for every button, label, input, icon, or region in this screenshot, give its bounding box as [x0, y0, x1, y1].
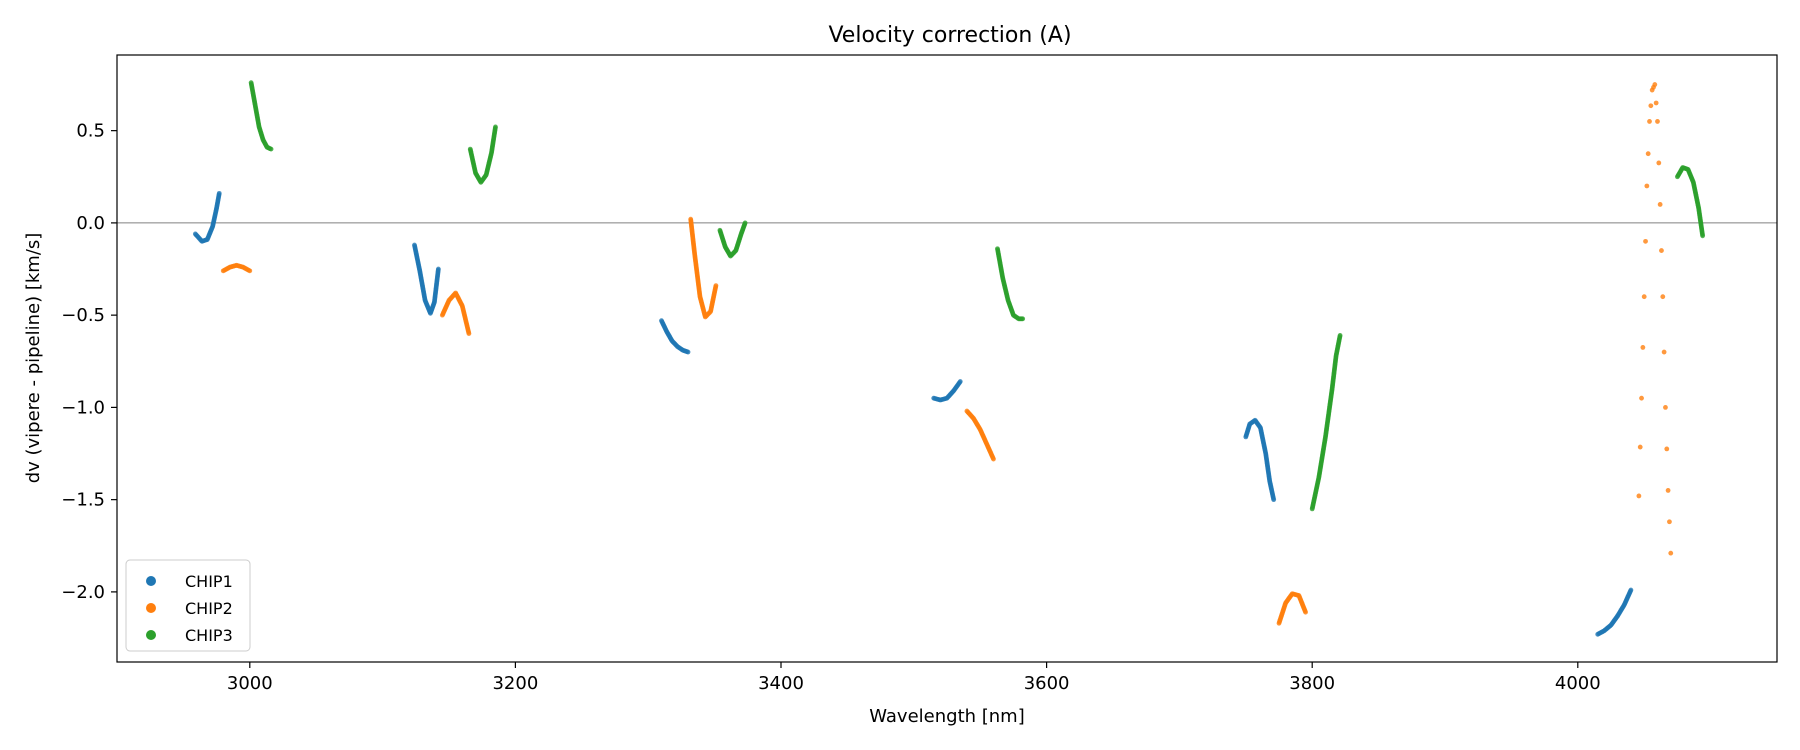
data-points	[192, 80, 1706, 637]
chip1-point	[685, 349, 691, 355]
y-tick-label: 0.0	[76, 213, 105, 234]
chip2-legend-label: CHIP2	[185, 599, 233, 618]
chip3-point	[1700, 233, 1706, 239]
chip2-point	[1663, 404, 1668, 410]
plot-frame	[116, 54, 1778, 663]
chip2-point	[1652, 82, 1658, 87]
y-tick-label: 0.5	[76, 121, 105, 142]
chip2-point	[1655, 119, 1660, 124]
y-tick-label: −0.5	[61, 305, 105, 326]
x-tick-label: 3200	[492, 673, 538, 694]
x-axis-ticks: 3000 3200 3400 3600 3800 4000	[227, 662, 1601, 694]
chip2-point	[1647, 119, 1652, 124]
chip2-point	[1653, 100, 1659, 106]
chip2-point	[1645, 151, 1651, 157]
chip2-point	[1644, 183, 1650, 189]
chip2-point	[1303, 609, 1308, 615]
chip3-point	[493, 124, 498, 130]
chip2-point	[1659, 248, 1664, 253]
chip2-point	[1639, 395, 1644, 401]
chip1-point	[216, 190, 222, 196]
chip2-point	[1660, 294, 1666, 300]
chip3-point	[1337, 333, 1343, 338]
x-tick-label: 3000	[227, 673, 273, 694]
x-tick-label: 3600	[1024, 673, 1070, 694]
y-axis-ticks: 0.5 0.0 −0.5 −1.0 −1.5 −2.0	[61, 121, 117, 603]
plot-area	[116, 54, 1778, 663]
x-tick-label: 3400	[758, 673, 804, 694]
chip2-point	[713, 283, 719, 289]
chip1-legend-marker	[146, 576, 156, 586]
chip2-point	[1667, 519, 1672, 525]
chip2-point	[247, 268, 253, 274]
chip3-point	[268, 146, 274, 152]
chip2-point	[1636, 493, 1642, 499]
chip2-point	[1665, 488, 1671, 493]
chip2-point	[991, 456, 996, 462]
chip2-point	[1637, 444, 1643, 450]
chip3-point	[742, 220, 748, 226]
chip2-point	[1656, 160, 1662, 166]
chip2-point	[1648, 103, 1654, 109]
chip2-legend-marker	[146, 603, 156, 613]
legend-box	[125, 559, 251, 652]
chip1-point	[957, 379, 963, 384]
chip1-point	[1271, 497, 1277, 503]
chip1-legend-label: CHIP1	[185, 572, 233, 591]
legend: CHIP1 CHIP2 CHIP3	[125, 559, 251, 652]
y-axis-label: dv (vipere - pipeline) [km/s]	[23, 233, 44, 484]
chip1-point	[435, 266, 441, 272]
chip1-point	[1628, 587, 1634, 593]
chip2-point	[1661, 349, 1667, 355]
chip2-point	[1641, 294, 1647, 300]
x-tick-label: 3800	[1289, 673, 1335, 694]
chip3-point	[1020, 316, 1026, 322]
chip2-point	[466, 331, 472, 336]
chip3-legend-marker	[146, 630, 156, 640]
chip2-point	[1643, 238, 1648, 244]
chip3-legend-label: CHIP3	[185, 626, 233, 645]
chip2-point	[1657, 202, 1663, 207]
chip2-point	[1640, 345, 1646, 350]
y-tick-label: −2.0	[61, 582, 105, 603]
chart-title: Velocity correction (A)	[828, 23, 1071, 48]
chip2-point	[1664, 446, 1670, 452]
x-tick-label: 4000	[1555, 673, 1601, 694]
y-tick-label: −1.5	[61, 490, 105, 511]
chip2-point	[1668, 550, 1674, 556]
x-axis-label: Wavelength [nm]	[869, 706, 1025, 727]
y-tick-label: −1.0	[61, 397, 105, 418]
